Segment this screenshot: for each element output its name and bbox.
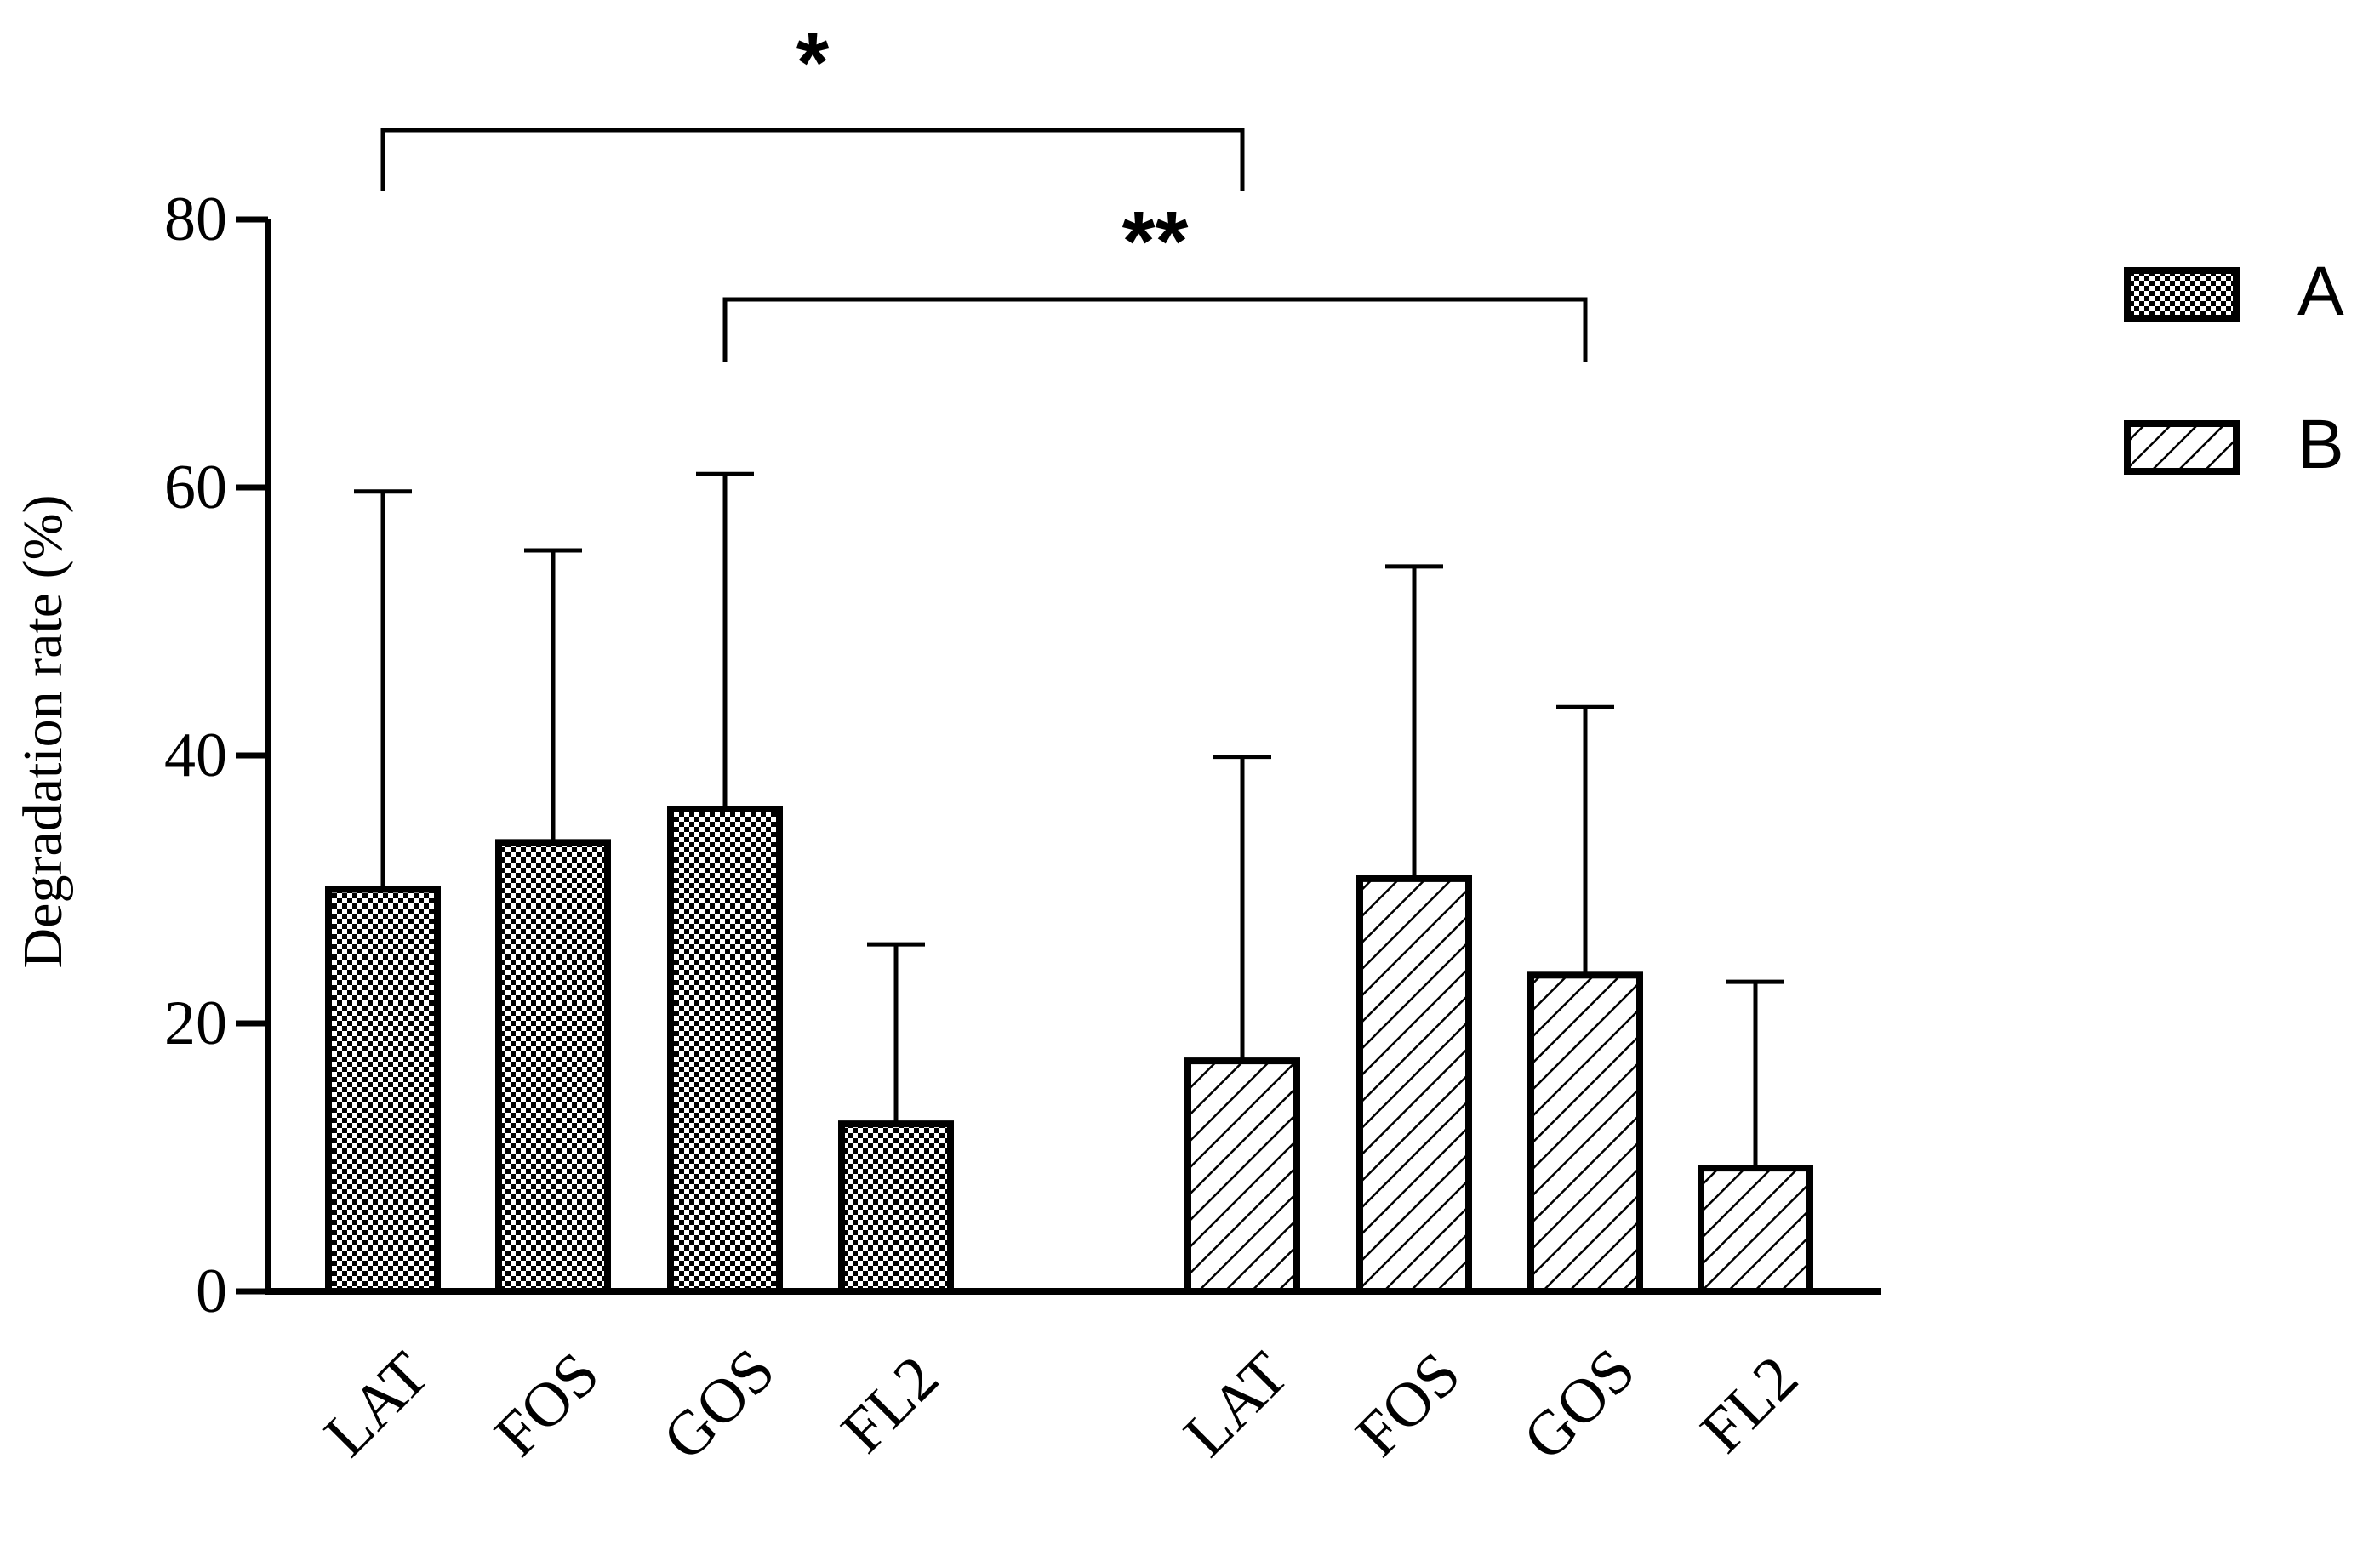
y-axis-label: Degradation rate (%) [12, 494, 74, 968]
bar-B-LAT [1184, 1057, 1300, 1295]
bar-B-FL2 [1698, 1165, 1813, 1295]
y-tick-label: 80 [164, 185, 227, 254]
x-tick-label-A-FL2: FL2 [828, 1342, 951, 1466]
y-tick-label: 60 [164, 453, 227, 522]
legend-label-A: A [2297, 253, 2344, 330]
y-tick-label: 0 [196, 1256, 227, 1326]
legend-swatch-B [2124, 420, 2240, 475]
significance-bracket [380, 128, 1245, 191]
bar-A-LAT [325, 886, 441, 1295]
x-tick-label-A-GOS: GOS [650, 1336, 789, 1474]
bars: LAT FOS GOS FL2 LAT FOS GOS FL2 [311, 471, 1813, 1474]
legend-label-B: B [2297, 406, 2344, 483]
bar-B-GOS [1527, 971, 1643, 1296]
significance-bracket [722, 297, 1588, 362]
legend: AB [2124, 253, 2344, 483]
x-tick-label-B-LAT: LAT [1171, 1339, 1302, 1470]
x-tick-label-A-LAT: LAT [311, 1339, 442, 1470]
y-tick-label: 40 [164, 721, 227, 790]
significance-label: * [796, 15, 830, 111]
bar-A-FOS [495, 839, 611, 1295]
x-tick-label-B-FOS: FOS [1343, 1339, 1474, 1470]
x-tick-label-A-FOS: FOS [482, 1339, 613, 1470]
y-tick-label: 20 [164, 989, 227, 1058]
x-tick-label-B-FL2: FL2 [1687, 1342, 1811, 1466]
significance-label: ** [1122, 194, 1189, 289]
bar-A-GOS [667, 806, 783, 1295]
bar-A-FL2 [838, 1120, 954, 1295]
legend-swatch-A [2124, 267, 2240, 322]
significance-brackets: *** [380, 15, 1588, 362]
bar-B-FOS [1356, 875, 1472, 1296]
x-tick-label-B-GOS: GOS [1510, 1336, 1649, 1474]
